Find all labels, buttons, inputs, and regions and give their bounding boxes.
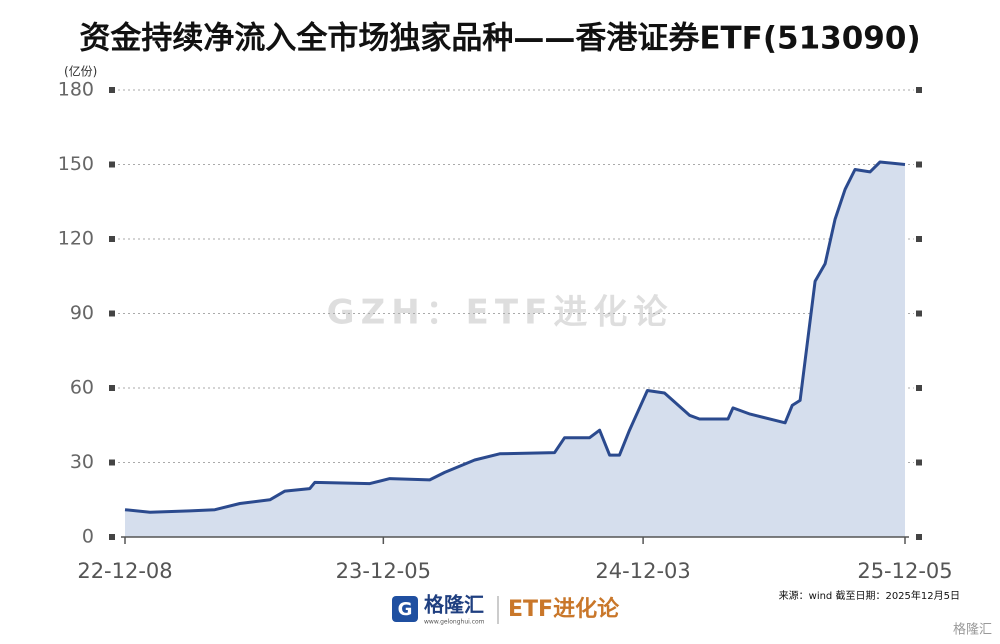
line — [124, 160, 906, 514]
y-tick-label: 0 — [82, 526, 94, 548]
y-tick-mark — [109, 310, 115, 317]
x-tick-label: 25-12-05 — [857, 559, 952, 583]
y-tick-mark-right — [916, 534, 922, 540]
y-tick-mark — [109, 534, 115, 540]
y-tick-mark — [109, 161, 115, 168]
y-tick-mark — [109, 87, 115, 93]
source-note: 来源：wind 截至日期：2025年12月5日 — [779, 589, 960, 602]
y-tick-mark-right — [916, 236, 922, 242]
logo: G 格隆汇 www.gelonghui.com ETF进化论 — [392, 593, 620, 626]
y-tick-label: 30 — [70, 451, 94, 473]
logo-glyph: G — [398, 599, 413, 620]
brand-text: ETF进化论 — [508, 596, 620, 622]
watermark: GZH：ETF进化论 — [327, 293, 674, 333]
y-tick-mark-right — [916, 161, 922, 168]
y-tick-mark-right — [916, 310, 922, 317]
logo-icon — [392, 596, 418, 622]
chart-title: 资金持续净流入全市场独家品种——香港证券ETF(513090) — [79, 21, 920, 57]
y-tick-label: 90 — [70, 302, 94, 324]
y-tick-label: 60 — [70, 377, 94, 399]
corner-mark: 格隆汇 — [953, 622, 992, 638]
y-tick-mark-right — [916, 385, 922, 391]
logo-url: www.gelonghui.com — [424, 619, 485, 626]
logo-text: 格隆汇 — [424, 593, 484, 617]
unit-label: (亿份) — [64, 64, 97, 79]
x-tick-label: 23-12-05 — [336, 559, 431, 583]
y-tick-mark-right — [916, 87, 922, 93]
y-tick-mark — [109, 236, 115, 242]
x-tick-label: 22-12-08 — [77, 559, 172, 583]
y-tick-label: 150 — [58, 153, 94, 175]
area — [125, 162, 905, 537]
y-tick-label: 180 — [58, 79, 94, 101]
y-tick-mark — [109, 459, 115, 466]
y-tick-mark — [109, 385, 115, 391]
y-tick-mark-right — [916, 459, 922, 466]
y-tick-label: 120 — [58, 228, 94, 250]
x-tick-label: 24-12-03 — [595, 559, 690, 583]
